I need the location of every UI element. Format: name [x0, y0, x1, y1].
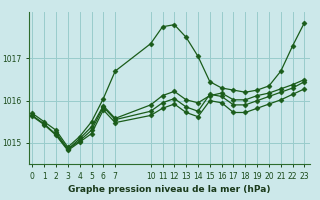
- X-axis label: Graphe pression niveau de la mer (hPa): Graphe pression niveau de la mer (hPa): [68, 185, 271, 194]
